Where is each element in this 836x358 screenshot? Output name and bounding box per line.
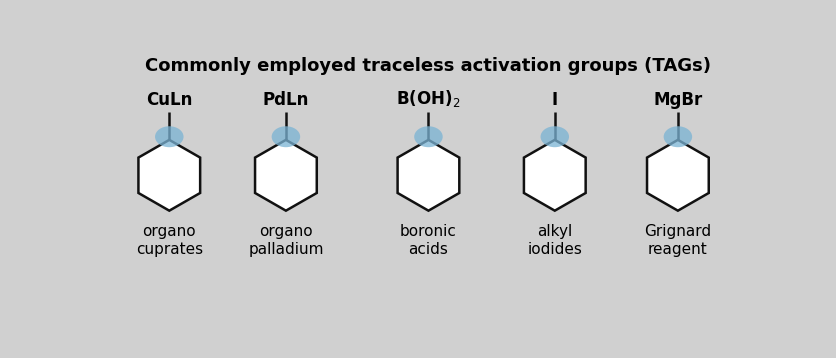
- Text: organo
palladium: organo palladium: [248, 224, 324, 257]
- Ellipse shape: [155, 126, 184, 147]
- Text: CuLn: CuLn: [146, 91, 192, 109]
- Ellipse shape: [664, 126, 692, 147]
- Polygon shape: [255, 140, 317, 211]
- Text: alkyl
iodides: alkyl iodides: [528, 224, 582, 257]
- Text: Commonly employed traceless activation groups (TAGs): Commonly employed traceless activation g…: [145, 57, 711, 75]
- Ellipse shape: [541, 126, 569, 147]
- Polygon shape: [647, 140, 709, 211]
- Text: boronic
acids: boronic acids: [400, 224, 457, 257]
- Ellipse shape: [272, 126, 300, 147]
- Ellipse shape: [414, 126, 443, 147]
- Text: I: I: [552, 91, 558, 109]
- Text: organo
cuprates: organo cuprates: [135, 224, 203, 257]
- Text: MgBr: MgBr: [653, 91, 702, 109]
- Text: PdLn: PdLn: [263, 91, 309, 109]
- Polygon shape: [139, 140, 200, 211]
- Text: B(OH)$_2$: B(OH)$_2$: [396, 88, 461, 109]
- Polygon shape: [398, 140, 459, 211]
- Polygon shape: [524, 140, 586, 211]
- Text: Grignard
reagent: Grignard reagent: [645, 224, 711, 257]
